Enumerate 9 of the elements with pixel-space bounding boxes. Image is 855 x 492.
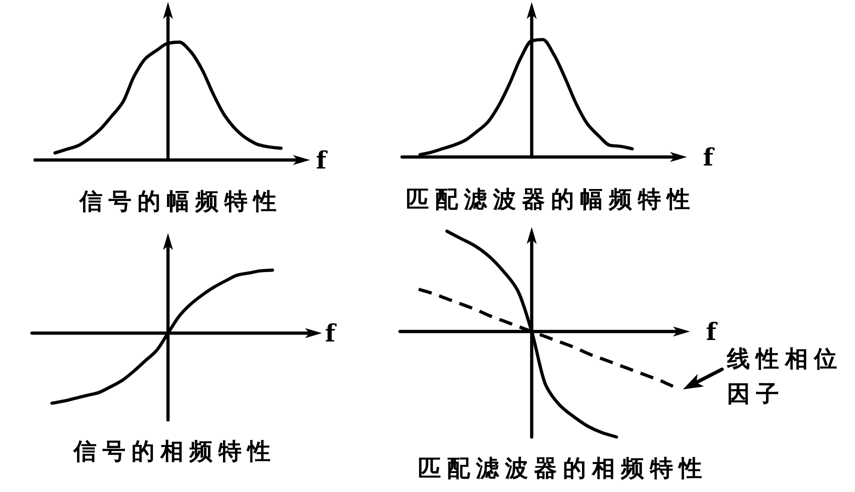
text: 信号的相频特性	[72, 439, 276, 465]
x-axis-title: f	[325, 318, 337, 348]
x-axis-title: f	[706, 316, 718, 346]
text: 信号的幅频特性	[78, 189, 282, 215]
legend-label: 线性相位因子	[726, 346, 843, 408]
text: 匹配滤波器的相频特性	[418, 456, 708, 482]
text: 匹配滤波器的幅频特性	[406, 187, 696, 213]
x-axis-title: f	[316, 146, 328, 174]
x-axis-title: f	[703, 142, 715, 172]
